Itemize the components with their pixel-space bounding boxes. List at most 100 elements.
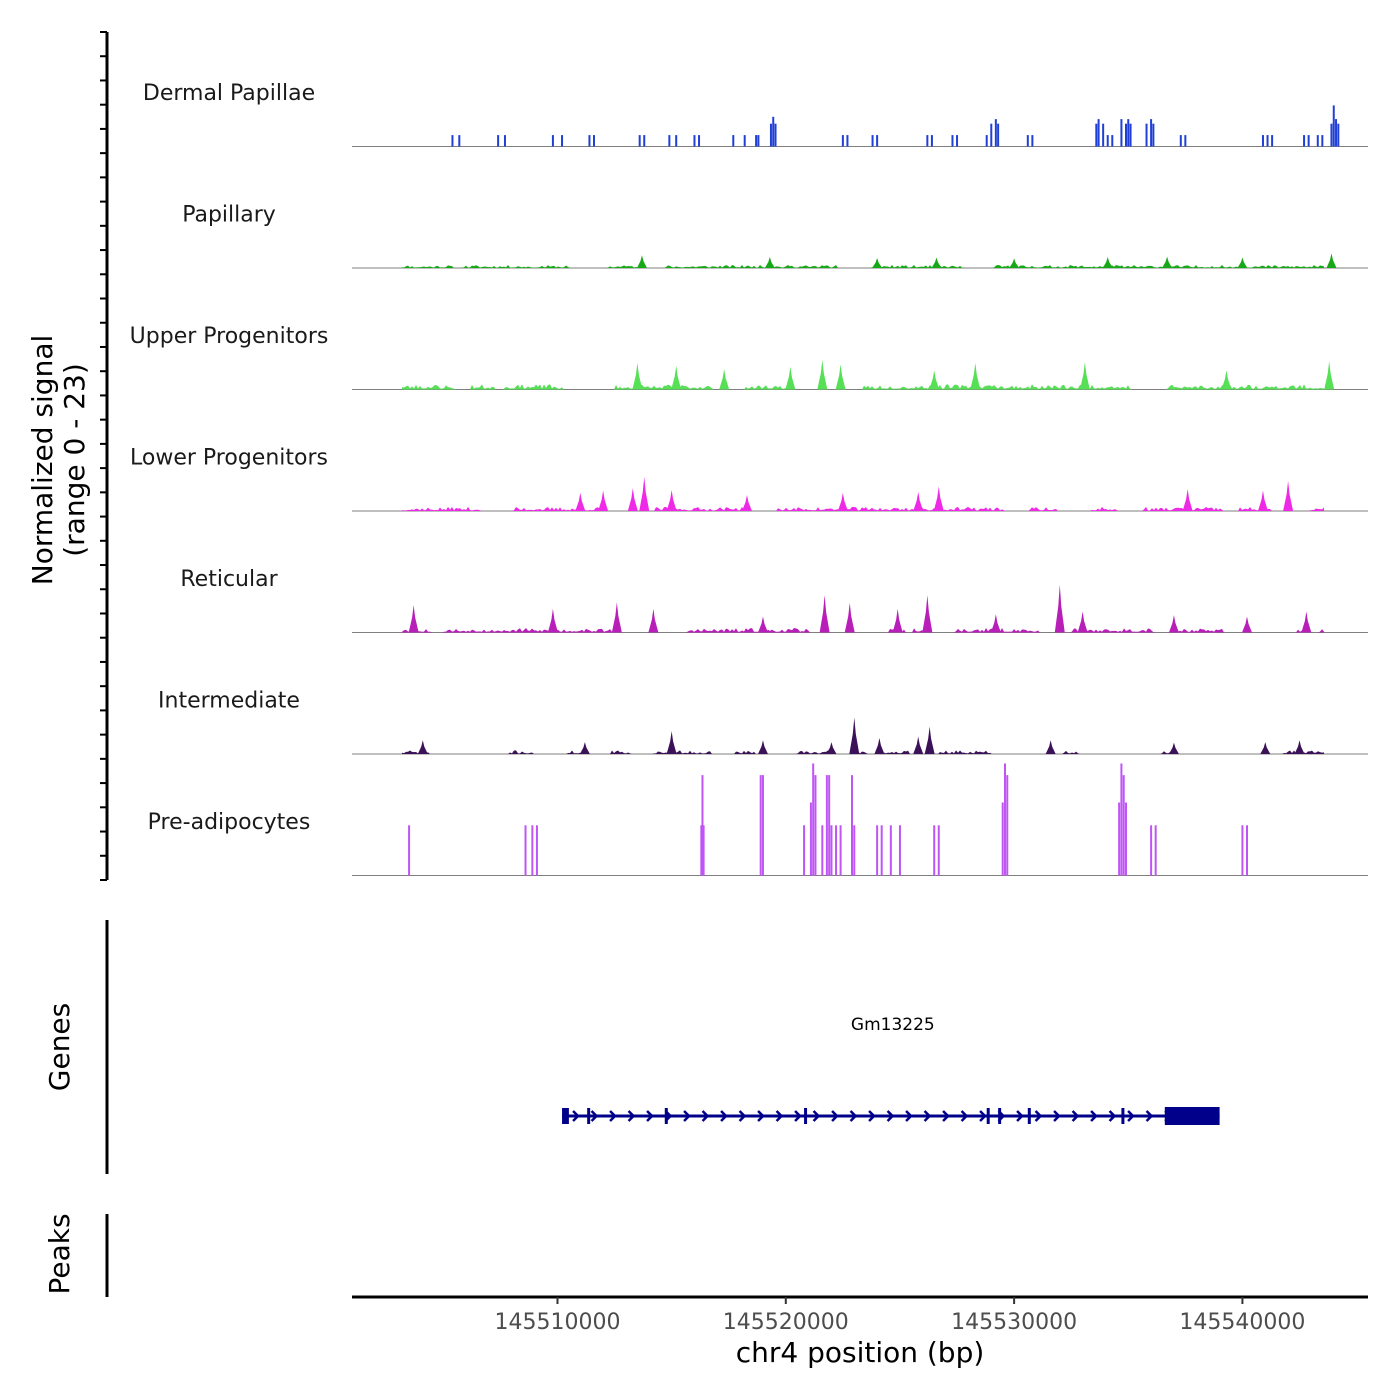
- strand-arrow: [1145, 1110, 1154, 1122]
- x-tick-label: 145540000: [1179, 1310, 1305, 1335]
- signal-peak: [785, 366, 796, 390]
- track-papillary: Papillary: [182, 203, 1368, 269]
- strand-arrow: [646, 1110, 654, 1122]
- signal-peak: [1162, 256, 1173, 268]
- signal-peak: [1077, 611, 1088, 633]
- signal-area: [402, 506, 1324, 511]
- signal-peak: [719, 368, 730, 390]
- signal-peak: [1221, 370, 1232, 390]
- gene-exon: [562, 1108, 569, 1124]
- coverage-y-axis: [100, 31, 109, 881]
- signal-area: [402, 750, 1324, 754]
- track-reticular: Reticular: [180, 567, 1368, 633]
- signal-peak: [1237, 257, 1248, 268]
- signal-peak: [874, 738, 885, 754]
- track-upper-progenitors: Upper Progenitors: [130, 324, 1368, 390]
- signal-peak: [931, 257, 942, 268]
- track-intermediate: Intermediate: [158, 689, 1368, 755]
- strand-arrow: [794, 1110, 802, 1122]
- signal-peak: [1054, 584, 1065, 633]
- signal-peak: [933, 486, 944, 511]
- signal-peak: [922, 595, 933, 633]
- signal-peak: [741, 495, 752, 511]
- signal-peak: [757, 740, 768, 754]
- gene-exon: [664, 1108, 668, 1124]
- strand-arrow: [1127, 1110, 1135, 1122]
- strand-arrow: [1090, 1110, 1098, 1122]
- signal-peak: [872, 257, 883, 268]
- track-label-papillary: Papillary: [182, 203, 276, 228]
- track-dermal-papillae: Dermal Papillae: [143, 81, 1368, 147]
- signal-peak: [1294, 740, 1305, 754]
- signal-peak: [611, 602, 622, 633]
- coverage-y-axis-title-line2: (range 0 - 23): [58, 363, 91, 557]
- strand-arrow: [942, 1110, 950, 1122]
- signal-peak: [892, 608, 903, 633]
- signal-peak: [632, 363, 643, 390]
- track-label-upper-progenitors: Upper Progenitors: [130, 324, 329, 349]
- signal-peak: [1168, 742, 1179, 754]
- signal-peak: [598, 490, 609, 511]
- signal-peak: [929, 370, 940, 390]
- x-tick-label: 145510000: [494, 1310, 620, 1335]
- signal-peak: [627, 488, 638, 511]
- strand-arrow: [775, 1110, 784, 1122]
- strand-arrow: [627, 1110, 636, 1122]
- gene-exon: [998, 1108, 1002, 1124]
- x-axis-title: chr4 position (bp): [736, 1336, 985, 1369]
- strand-arrow: [1108, 1110, 1117, 1122]
- signal-peak: [764, 257, 775, 268]
- signal-peak: [990, 614, 1001, 633]
- x-tick-label: 145520000: [723, 1310, 849, 1335]
- strand-arrow: [831, 1110, 839, 1122]
- signal-peak: [819, 595, 830, 633]
- track-label-reticular: Reticular: [180, 567, 278, 592]
- signal-peak: [1283, 480, 1294, 511]
- strand-arrow: [960, 1110, 969, 1122]
- strand-arrow: [572, 1110, 580, 1122]
- signal-peak: [1009, 258, 1020, 268]
- track-lower-progenitors: Lower Progenitors: [130, 446, 1368, 512]
- signal-peak: [579, 742, 590, 754]
- signal-peak: [1241, 616, 1252, 633]
- strand-arrow: [868, 1110, 876, 1122]
- strand-arrow: [1071, 1110, 1080, 1122]
- signal-peak: [757, 616, 768, 633]
- signal-peak: [835, 364, 846, 390]
- x-tick-label: 145530000: [951, 1310, 1077, 1335]
- signal-peak: [970, 363, 981, 390]
- signal-peak: [417, 740, 428, 754]
- signal-peak: [837, 492, 848, 511]
- signal-peak: [924, 726, 935, 754]
- signal-area: [402, 384, 1324, 390]
- signal-area: [402, 627, 1324, 633]
- signal-peak: [1260, 742, 1271, 754]
- signal-peak: [1182, 489, 1193, 511]
- gene-label: Gm13225: [851, 1015, 935, 1035]
- signal-peak: [913, 736, 924, 754]
- signal-peak: [639, 476, 650, 511]
- strand-arrow: [923, 1110, 932, 1122]
- gene-exon: [587, 1108, 591, 1124]
- gene-exon: [986, 1108, 990, 1124]
- gene-exon: [804, 1108, 808, 1124]
- x-axis: 145510000 145520000 145530000 145540000: [352, 1295, 1368, 1335]
- gene-exon: [1027, 1108, 1031, 1124]
- signal-peak: [408, 605, 419, 633]
- signal-peak: [1324, 361, 1335, 390]
- signal-peak: [1301, 611, 1312, 633]
- strand-arrow: [683, 1110, 691, 1122]
- signal-peak: [844, 602, 855, 633]
- signal-peak: [1102, 257, 1113, 268]
- gene-exon: [1164, 1107, 1220, 1125]
- strand-arrow: [905, 1110, 913, 1122]
- signal-peak: [648, 608, 659, 633]
- gene-exon: [1121, 1108, 1125, 1124]
- signal-peak: [849, 717, 860, 754]
- strand-arrow: [1016, 1110, 1024, 1122]
- coverage-y-axis-title-line1: Normalized signal: [26, 335, 59, 586]
- strand-arrow: [849, 1110, 858, 1122]
- signal-peak: [826, 742, 837, 754]
- signal-peak: [913, 491, 924, 511]
